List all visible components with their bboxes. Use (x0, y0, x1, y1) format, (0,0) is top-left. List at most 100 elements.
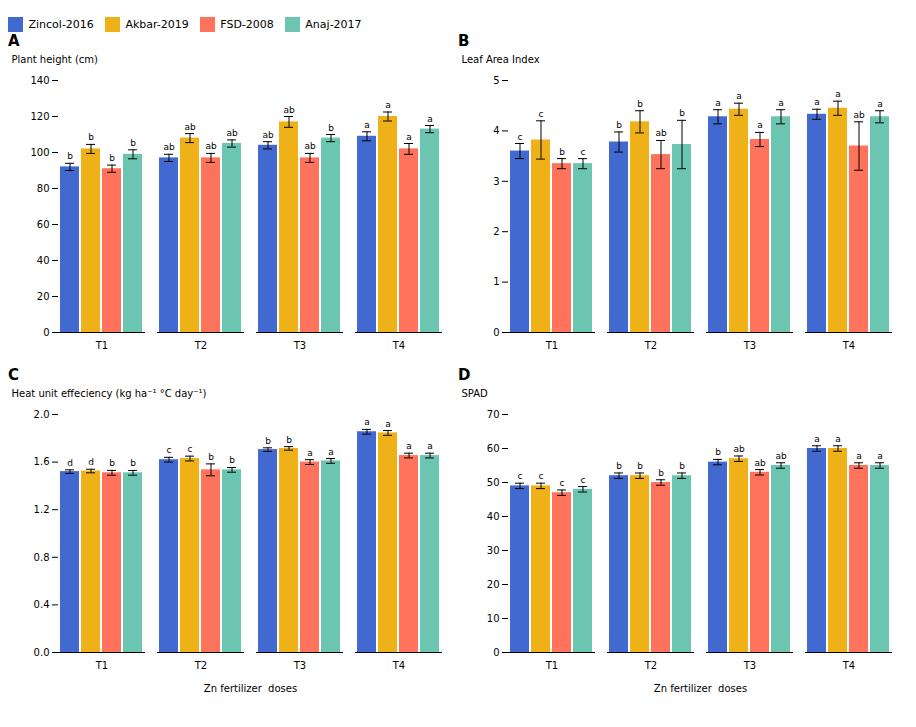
svg-text:Zn fertilizer doses: Zn fertilizer doses (654, 683, 747, 694)
svg-text:ab: ab (262, 130, 274, 140)
svg-text:c: c (188, 444, 193, 454)
svg-text:b: b (616, 461, 622, 471)
svg-text:T2: T2 (194, 660, 207, 671)
svg-text:T4: T4 (392, 660, 405, 671)
svg-text:5: 5 (493, 75, 499, 86)
svg-text:b: b (679, 461, 685, 471)
svg-text:c: c (539, 471, 544, 481)
svg-text:T4: T4 (842, 340, 855, 351)
svg-text:a: a (364, 417, 370, 427)
svg-text:b: b (130, 458, 136, 468)
svg-text:b: b (229, 455, 235, 465)
svg-text:Heat unit effeciency (kg ha⁻¹: Heat unit effeciency (kg ha⁻¹ °C day⁻¹) (12, 388, 207, 399)
svg-text:60: 60 (37, 219, 50, 230)
svg-text:0.8: 0.8 (34, 552, 50, 563)
svg-text:140: 140 (30, 75, 49, 86)
svg-text:0: 0 (493, 327, 499, 338)
svg-text:T4: T4 (842, 660, 855, 671)
svg-text:a: a (406, 441, 412, 451)
svg-text:T4: T4 (392, 340, 405, 351)
svg-text:50: 50 (487, 477, 500, 488)
svg-text:d: d (67, 458, 73, 468)
svg-text:a: a (385, 419, 391, 429)
svg-text:3: 3 (493, 176, 499, 187)
svg-text:T2: T2 (194, 340, 207, 351)
svg-text:b: b (658, 468, 664, 478)
svg-text:c: c (560, 478, 565, 488)
svg-text:Zn fertilizer doses: Zn fertilizer doses (204, 683, 297, 694)
svg-text:a: a (835, 89, 841, 99)
svg-text:b: b (637, 461, 643, 471)
svg-text:ab: ab (163, 142, 175, 152)
svg-text:c: c (518, 132, 523, 142)
svg-text:T3: T3 (743, 340, 756, 351)
svg-text:T1: T1 (545, 340, 558, 351)
svg-text:T3: T3 (743, 660, 756, 671)
svg-text:2.0: 2.0 (34, 409, 50, 420)
svg-text:0.4: 0.4 (34, 599, 50, 610)
svg-text:b: b (328, 123, 334, 133)
svg-text:b: b (130, 138, 136, 148)
svg-text:b: b (559, 147, 565, 157)
svg-text:70: 70 (487, 409, 500, 420)
svg-text:b: b (715, 447, 721, 457)
svg-text:a: a (757, 120, 763, 130)
svg-text:b: b (109, 458, 115, 468)
svg-text:ab: ab (226, 128, 238, 138)
svg-text:T3: T3 (293, 660, 306, 671)
svg-text:a: a (877, 99, 883, 109)
svg-text:120: 120 (30, 111, 49, 122)
svg-text:c: c (581, 147, 586, 157)
svg-text:100: 100 (30, 147, 49, 158)
svg-text:ab: ab (754, 458, 766, 468)
svg-text:c: c (581, 475, 586, 485)
svg-text:20: 20 (37, 291, 50, 302)
svg-text:a: a (835, 434, 841, 444)
svg-text:T1: T1 (545, 660, 558, 671)
svg-text:a: a (736, 91, 742, 101)
svg-text:Leaf Area Index: Leaf Area Index (462, 54, 540, 65)
svg-text:T2: T2 (644, 660, 657, 671)
svg-text:30: 30 (487, 545, 500, 556)
svg-text:ab: ab (733, 444, 745, 454)
svg-text:1: 1 (493, 276, 499, 287)
svg-text:80: 80 (37, 183, 50, 194)
svg-text:a: a (856, 451, 862, 461)
svg-text:a: a (427, 114, 433, 124)
svg-text:b: b (88, 132, 94, 142)
svg-text:4: 4 (493, 125, 499, 136)
svg-text:b: b (637, 99, 643, 109)
svg-text:ab: ab (184, 122, 196, 132)
svg-text:b: b (109, 153, 115, 163)
svg-text:0: 0 (43, 327, 49, 338)
svg-text:2: 2 (493, 226, 499, 237)
svg-text:T2: T2 (644, 340, 657, 351)
svg-text:a: a (406, 132, 412, 142)
svg-text:ab: ab (304, 141, 316, 151)
svg-text:ab: ab (205, 141, 217, 151)
svg-text:a: a (385, 100, 391, 110)
svg-text:b: b (265, 436, 271, 446)
svg-text:T1: T1 (95, 660, 108, 671)
svg-text:a: a (715, 98, 721, 108)
svg-text:c: c (539, 109, 544, 119)
svg-text:d: d (88, 457, 94, 467)
svg-text:Plant height (cm): Plant height (cm) (12, 54, 99, 65)
svg-text:ab: ab (655, 128, 667, 138)
svg-text:c: c (167, 445, 172, 455)
svg-text:ab: ab (283, 105, 295, 115)
svg-text:c: c (518, 471, 523, 481)
svg-text:0: 0 (493, 647, 499, 658)
svg-text:a: a (877, 451, 883, 461)
svg-text:0.0: 0.0 (34, 647, 50, 658)
svg-text:a: a (427, 441, 433, 451)
svg-text:1.6: 1.6 (34, 456, 50, 467)
svg-text:1.2: 1.2 (34, 504, 50, 515)
svg-text:b: b (616, 120, 622, 130)
svg-text:10: 10 (487, 613, 500, 624)
svg-text:a: a (814, 434, 820, 444)
svg-text:a: a (328, 447, 334, 457)
svg-text:40: 40 (37, 255, 50, 266)
svg-text:a: a (307, 448, 313, 458)
svg-text:b: b (67, 151, 73, 161)
